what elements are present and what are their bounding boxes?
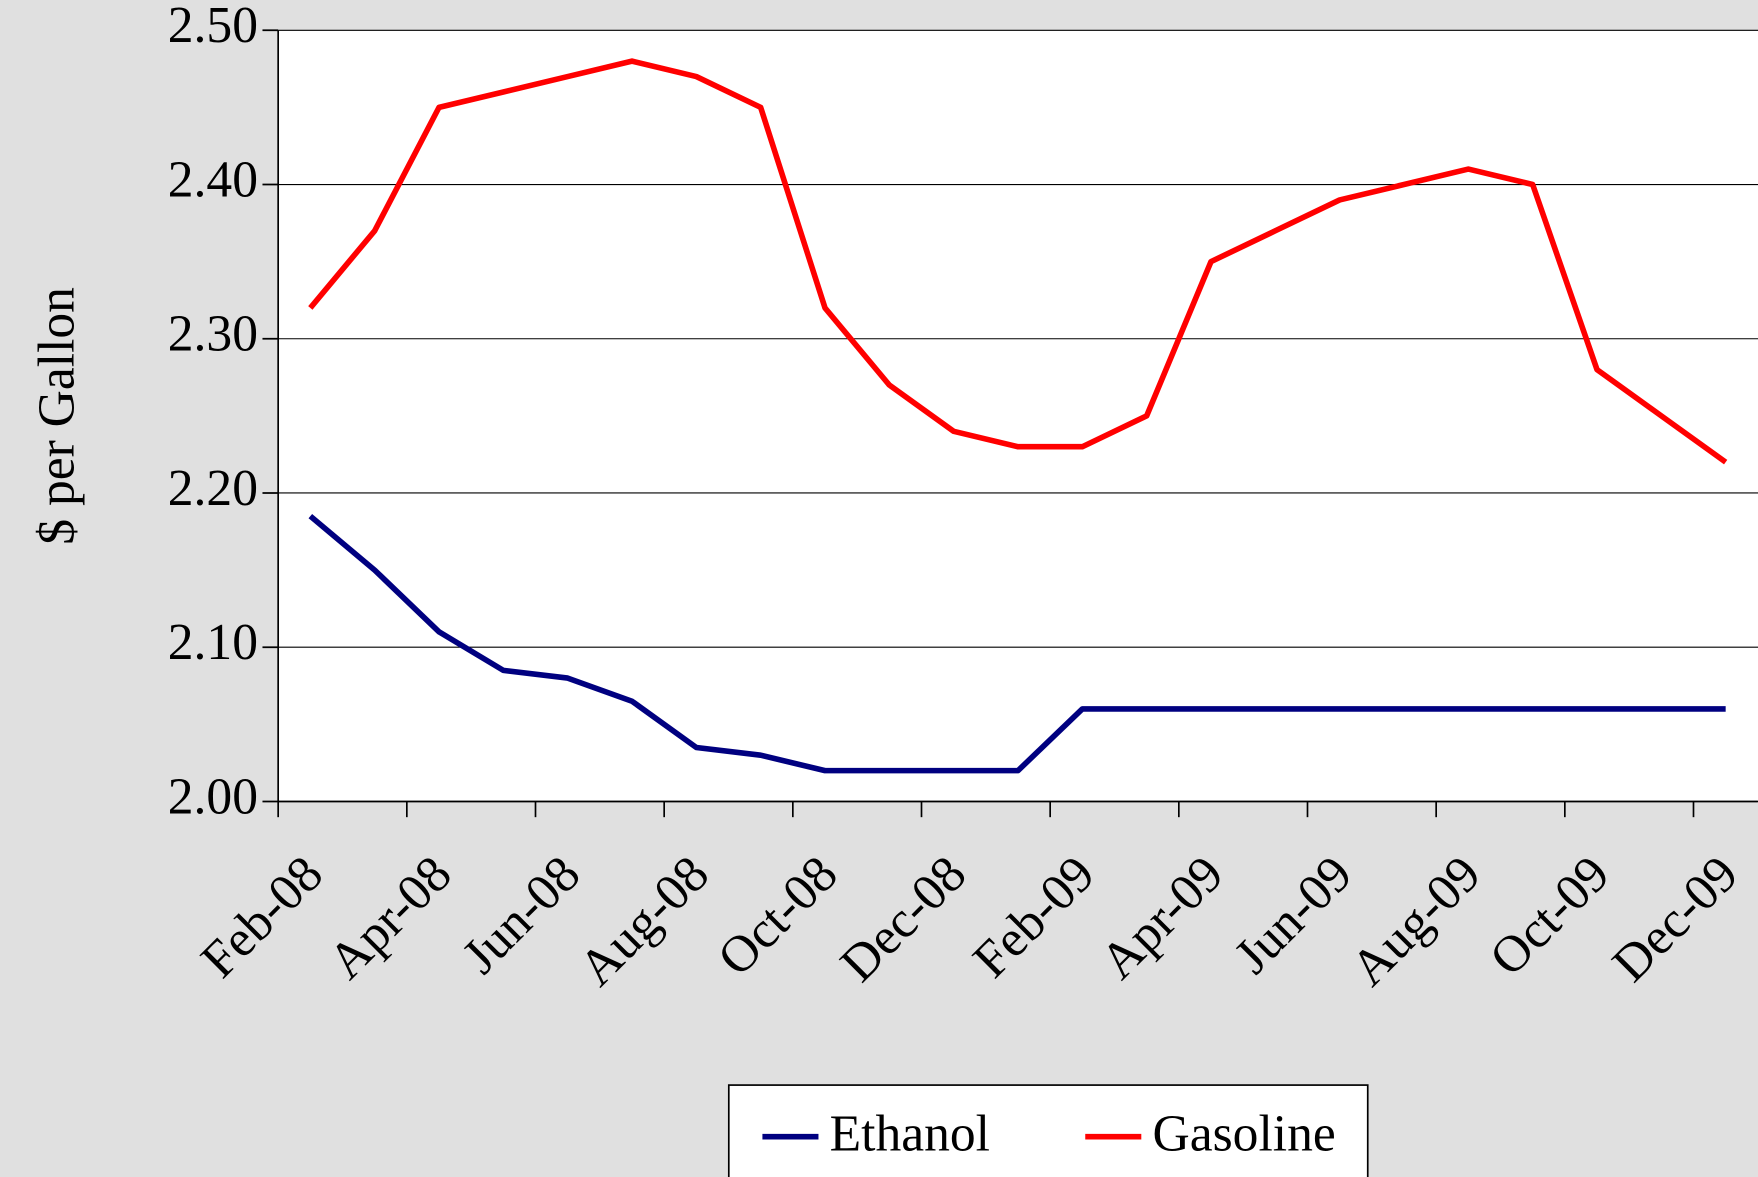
x-tick-label: Aug-09 <box>1340 845 1492 997</box>
legend-label: Ethanol <box>830 1106 990 1163</box>
x-tick-label: Dec-09 <box>1602 845 1750 993</box>
legend-box <box>727 1084 1369 1177</box>
legend-label: Gasoline <box>1153 1106 1336 1163</box>
y-axis-label: $ per Gallon <box>29 287 86 545</box>
series-line <box>308 58 1728 465</box>
y-tick-label: 2.30 <box>168 306 258 363</box>
legend: Ethanol Gasoline <box>727 1084 1369 1177</box>
y-tick-label: 2.50 <box>168 0 258 54</box>
x-tick-label: Feb-08 <box>190 845 334 989</box>
x-tick-label: Jun-09 <box>1224 845 1364 985</box>
y-tick-label: 2.20 <box>168 460 258 517</box>
x-tick-label: Apr-09 <box>1090 845 1235 990</box>
x-tick-label: Oct-08 <box>707 845 849 987</box>
x-tick-label: Jun-08 <box>452 845 592 985</box>
x-tick-label: Oct-09 <box>1479 845 1621 987</box>
x-tick-label: Dec-08 <box>830 845 978 993</box>
x-tick-label: Aug-08 <box>568 845 720 997</box>
y-tick-label: 2.00 <box>168 768 258 825</box>
y-tick-label: 2.10 <box>168 614 258 671</box>
x-tick-label: Apr-08 <box>318 845 463 990</box>
plot-area <box>278 30 1758 802</box>
y-tick-label: 2.40 <box>168 151 258 208</box>
x-tick-label: Feb-09 <box>962 845 1106 989</box>
series-line <box>308 513 1726 774</box>
